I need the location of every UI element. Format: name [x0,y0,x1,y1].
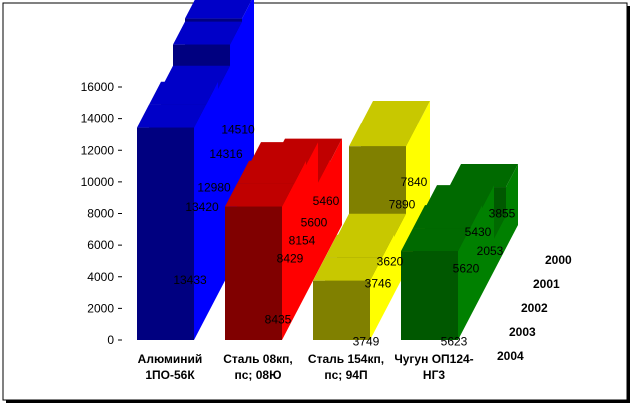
data-label: 14510 [221,122,255,136]
bar-front [137,127,194,340]
bar-side [458,228,470,340]
data-label: 13433 [173,273,207,287]
data-label: 5430 [465,225,492,239]
category-label: пс; 94П [324,368,367,382]
bar-top [361,101,430,125]
y-tick-label: 12000 [81,143,115,157]
data-label: 3749 [353,334,380,348]
data-label: 5460 [313,194,340,208]
bar-side [506,164,518,248]
data-label: 8435 [265,312,292,326]
bar-top [349,123,418,147]
bar-top [237,160,306,184]
data-label: 8154 [289,234,316,248]
bar-top [137,104,206,128]
y-tick-label: 2000 [87,301,114,315]
bar-side [194,104,206,340]
bar-top [325,234,394,258]
y-tick-label: 16000 [81,80,115,94]
bar-top [173,21,242,45]
data-label: 3746 [365,276,392,290]
bar-side [370,257,382,340]
bar-side [318,159,330,271]
data-label: 12980 [197,180,231,194]
category-label: НГ3 [423,368,445,382]
bar-top [401,228,470,252]
data-label: 13420 [185,200,219,214]
category-label: пс; 08Ю [235,368,282,382]
bar-side [382,234,394,317]
bar-side [330,138,342,248]
y-tick-label: 14000 [81,112,115,126]
bar-front [401,251,458,340]
bar-top [149,81,218,105]
bar-top [313,257,382,281]
legend-year-2003: 2003 [509,325,536,339]
category-label: Сталь 08кп, [223,352,293,366]
bar-front [313,280,370,340]
data-label: 5600 [301,216,328,230]
bar-side [282,183,294,340]
y-tick-label: 4000 [87,270,114,284]
legend-year-2000: 2000 [545,253,572,267]
bar-top [425,185,494,209]
data-label: 7840 [401,175,428,189]
bar-top [449,164,518,188]
bar-side [494,215,506,271]
y-tick-label: 10000 [81,175,115,189]
data-label: 8429 [277,251,304,265]
bar-front [225,206,282,340]
y-tick-label: 8000 [87,207,114,221]
data-label: 7890 [389,198,416,212]
bar-top [249,142,318,166]
data-label: 3855 [489,207,516,221]
legend-year-2002: 2002 [521,301,548,315]
data-label: 5620 [453,262,480,276]
bar-side [306,142,318,294]
bar-side [470,205,482,317]
data-label: 2053 [477,244,504,258]
bar-side [206,81,218,317]
bar-top [185,0,252,19]
data-label: 14316 [209,147,243,161]
category-label: Алюминий [138,352,203,366]
data-label: 3620 [377,254,404,268]
y-tick-label: 6000 [87,238,114,252]
category-label: 1ПО-56К [145,368,195,382]
category-label: Чугун ОП124- [394,352,473,366]
bar-top [225,183,294,207]
bar-top [337,213,406,237]
legend-year-2004: 2004 [497,349,524,363]
data-label: 5623 [441,335,468,349]
bar-side [294,160,306,317]
bar-top [413,205,482,229]
bar-side [482,185,494,294]
category-label: Сталь 154кп, [308,352,384,366]
legend-year-2001: 2001 [533,277,560,291]
y-tick-label: 0 [107,333,114,347]
